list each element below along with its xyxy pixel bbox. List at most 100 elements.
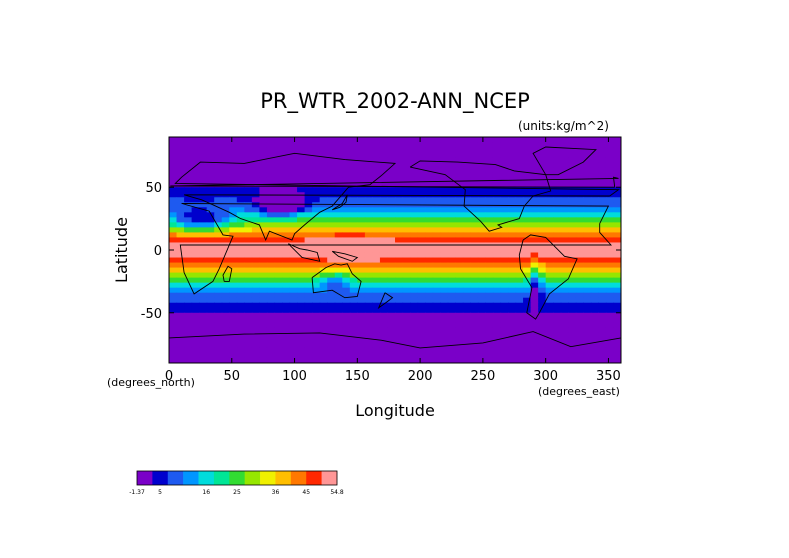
heatmap-cell [312, 197, 321, 203]
heatmap-cell [613, 177, 621, 183]
heatmap-cell [244, 212, 253, 218]
heatmap-cell [425, 272, 434, 279]
heatmap-cell [508, 352, 517, 359]
heatmap-cell [191, 147, 200, 153]
heatmap-cell [319, 332, 328, 339]
heatmap-cell [259, 172, 268, 178]
heatmap-cell [432, 212, 441, 218]
heatmap-cell [500, 142, 509, 148]
heatmap-cell [492, 137, 502, 143]
heatmap-cell [184, 137, 193, 143]
heatmap-cell [440, 197, 449, 203]
heatmap-cell [357, 167, 366, 173]
heatmap-cell [236, 297, 245, 304]
heatmap-cell [176, 337, 185, 344]
heatmap-cell [372, 232, 381, 239]
heatmap-cell [560, 142, 569, 148]
heatmap-cell [236, 217, 245, 223]
heatmap-cell [282, 312, 291, 319]
heatmap-cell [199, 137, 208, 143]
heatmap-cell [605, 282, 615, 289]
heatmap-cell [297, 267, 306, 274]
heatmap-cell [319, 257, 328, 264]
heatmap-cell [553, 277, 562, 284]
heatmap-cell [492, 337, 502, 344]
heatmap-cell [402, 272, 411, 279]
heatmap-cell [485, 292, 494, 299]
heatmap-cell [221, 222, 230, 228]
heatmap-cell [259, 262, 268, 269]
heatmap-cell [289, 157, 298, 163]
heatmap-cell [251, 282, 260, 289]
heatmap-cell [357, 197, 366, 203]
heatmap-cell [266, 147, 276, 153]
heatmap-cell [221, 272, 230, 279]
heatmap-cell [538, 307, 547, 314]
heatmap-cell [199, 157, 208, 163]
heatmap-cell [327, 167, 336, 173]
heatmap-cell [349, 337, 358, 344]
coastline [169, 331, 621, 349]
heatmap-cell [289, 247, 298, 254]
heatmap-cell [575, 357, 584, 363]
heatmap-cell [613, 152, 621, 158]
heatmap-cell [206, 312, 215, 319]
heatmap-cell [312, 137, 321, 143]
heatmap-cell [492, 142, 502, 148]
heatmap-cell [568, 317, 577, 324]
heatmap-cell [251, 152, 260, 158]
heatmap-cell [568, 297, 577, 304]
heatmap-cell [266, 322, 276, 329]
heatmap-cell [364, 267, 373, 274]
heatmap-cell [410, 172, 419, 178]
heatmap-cell [297, 232, 306, 239]
heatmap-cell [470, 262, 479, 269]
heatmap-cell [477, 227, 486, 234]
heatmap-cell [598, 227, 607, 234]
heatmap-cell [500, 257, 509, 264]
heatmap-cell [229, 262, 238, 269]
heatmap-cell [440, 247, 449, 254]
heatmap-cell [560, 172, 569, 178]
heatmap-cell [500, 252, 509, 259]
heatmap-cell [477, 212, 486, 218]
heatmap-cell [372, 292, 381, 299]
heatmap-cell [553, 272, 562, 279]
heatmap-cell [477, 142, 486, 148]
heatmap-cell [395, 137, 404, 143]
heatmap-cell [259, 322, 268, 329]
heatmap-cell [304, 272, 313, 279]
heatmap-cell [575, 322, 584, 329]
heatmap-cell [417, 197, 426, 203]
heatmap-cell [545, 162, 554, 168]
heatmap-cell [364, 302, 373, 309]
heatmap-cell [304, 172, 313, 178]
heatmap-cell [515, 307, 524, 314]
heatmap-cell [417, 352, 426, 359]
heatmap-cell [191, 237, 200, 244]
heatmap-cell [583, 212, 592, 218]
heatmap-cell [545, 332, 554, 339]
heatmap-cell [221, 197, 230, 203]
heatmap-cell [425, 172, 434, 178]
heatmap-cell [176, 177, 185, 183]
heatmap-cell [191, 257, 200, 264]
heatmap-cell [395, 267, 404, 274]
heatmap-cell [387, 227, 396, 234]
heatmap-cell [440, 307, 449, 314]
heatmap-cell [206, 267, 215, 274]
heatmap-cell [568, 207, 577, 213]
heatmap-cell [447, 212, 456, 218]
colorbar-swatch [198, 471, 215, 485]
heatmap-cell [432, 252, 441, 259]
heatmap-cell [282, 292, 291, 299]
heatmap-cell [191, 312, 200, 319]
heatmap-cell [575, 147, 584, 153]
heatmap-cell [545, 157, 554, 163]
heatmap-cell [289, 137, 298, 143]
heatmap-cell [206, 282, 215, 289]
heatmap-cell [259, 137, 268, 143]
heatmap-cell [206, 352, 215, 359]
heatmap-cell [251, 347, 260, 354]
heatmap-cell [176, 347, 185, 354]
